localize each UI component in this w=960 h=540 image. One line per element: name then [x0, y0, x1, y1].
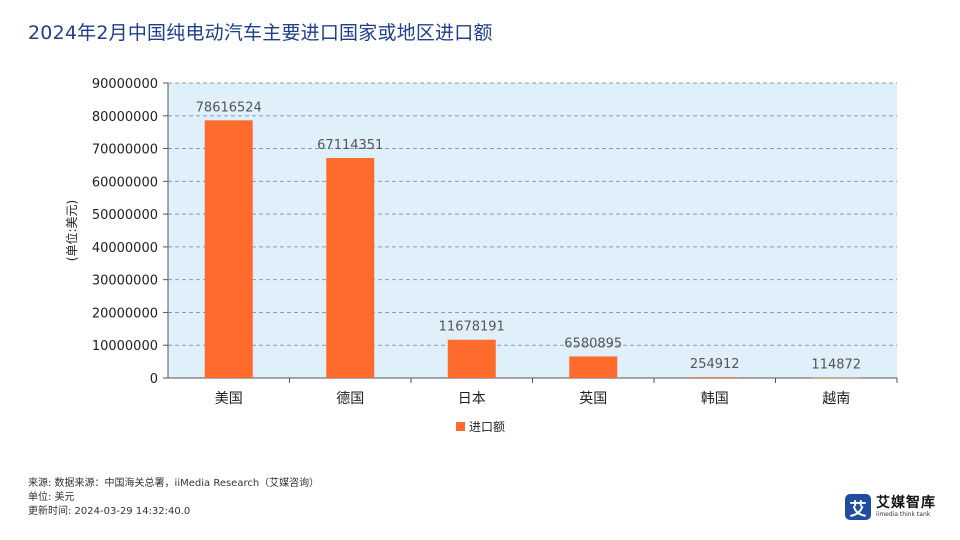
x-tick-label: 德国	[336, 391, 364, 407]
bar	[812, 377, 861, 379]
data-label: 6580895	[564, 336, 622, 351]
y-tick-label: 50000000	[92, 208, 158, 223]
y-tick-label: 40000000	[92, 241, 158, 256]
x-tick-label: 日本	[458, 391, 486, 407]
unit-note: 单位: 美元	[28, 492, 75, 503]
data-label: 254912	[690, 357, 740, 372]
x-tick-label: 英国	[579, 390, 607, 407]
plot-area	[168, 83, 897, 378]
chart-title: 2024年2月中国纯电动汽车主要进口国家或地区进口额	[28, 22, 493, 44]
data-label: 11678191	[439, 320, 505, 335]
legend-swatch	[456, 422, 465, 431]
x-tick-label: 美国	[215, 391, 243, 407]
x-tick-label: 韩国	[701, 391, 729, 407]
bar	[447, 339, 496, 378]
update-time: 更新时间: 2024-03-29 14:32:40.0	[28, 506, 191, 517]
y-tick-label: 70000000	[92, 143, 158, 158]
data-label: 114872	[811, 358, 861, 373]
y-tick-label: 10000000	[92, 339, 158, 354]
footer-notes: 来源: 数据来源：中国海关总署，iiMedia Research（艾媒咨询） 单…	[28, 477, 320, 519]
brand-logo: 艾 艾媒智库 iimedia think tank	[845, 494, 936, 520]
y-tick-label: 30000000	[92, 274, 158, 289]
y-tick-label: 60000000	[92, 175, 158, 190]
bar	[326, 158, 375, 378]
y-axis-label: (单位:美元)	[64, 200, 79, 261]
bar	[204, 120, 253, 379]
x-tick-label: 越南	[822, 391, 850, 407]
data-label: 67114351	[317, 138, 383, 153]
bar	[690, 377, 739, 378]
brand-tagline: iimedia think tank	[876, 511, 931, 518]
bar	[569, 356, 618, 378]
brand-logo-icon: 艾	[845, 494, 871, 520]
y-tick-label: 80000000	[92, 110, 158, 125]
brand-name: 艾媒智库	[876, 495, 936, 511]
y-tick-label: 20000000	[92, 306, 158, 321]
legend-label: 进口额	[469, 420, 505, 434]
y-tick-label: 0	[150, 372, 158, 387]
y-tick-label: 90000000	[92, 77, 158, 92]
data-label: 78616524	[196, 100, 262, 115]
source-note: 来源: 数据来源：中国海关总署，iiMedia Research（艾媒咨询）	[28, 478, 320, 489]
